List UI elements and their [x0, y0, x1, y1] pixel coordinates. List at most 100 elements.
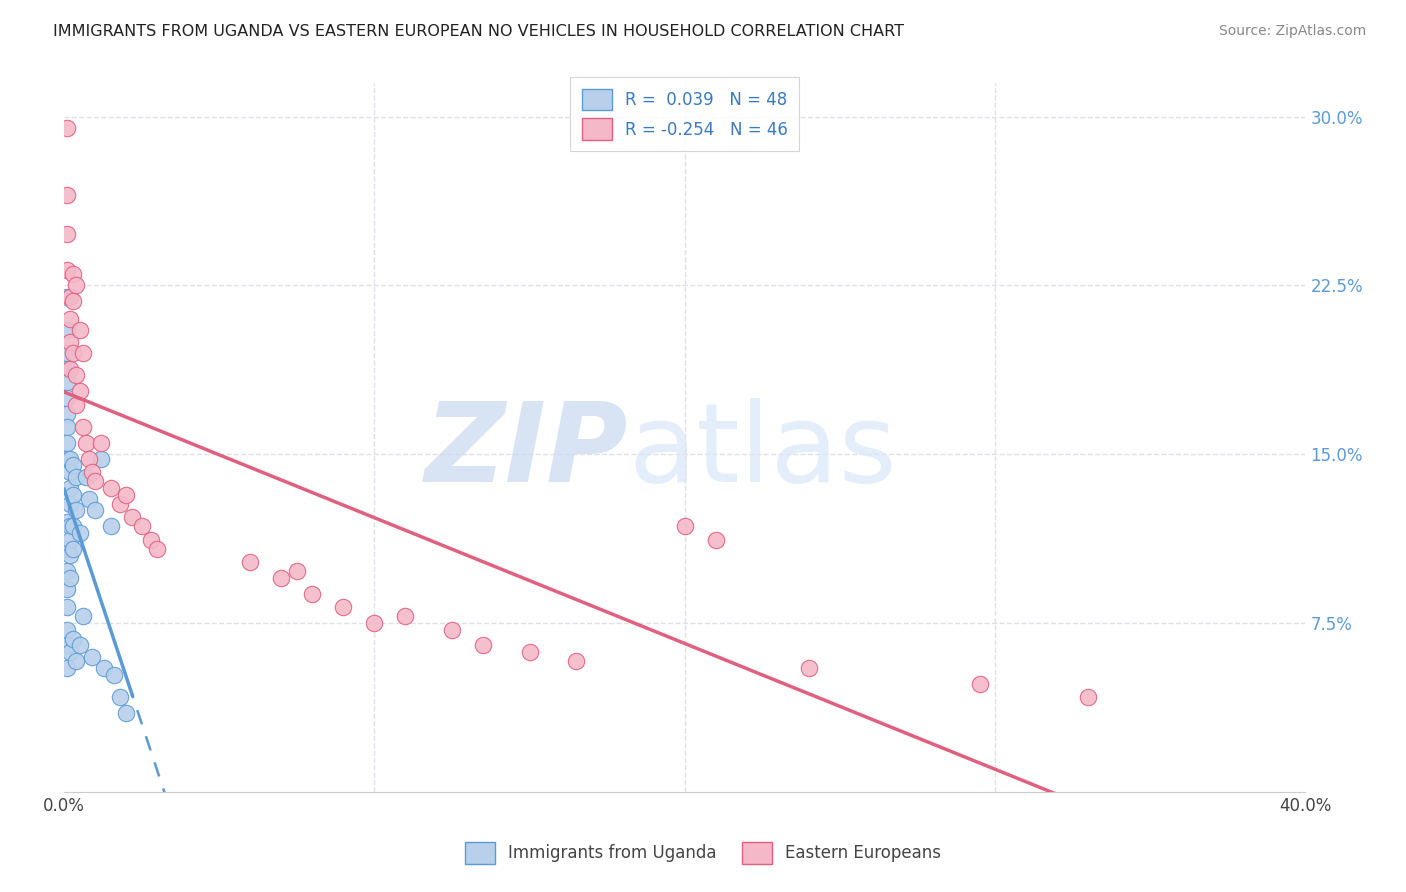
Point — [56, 375, 79, 389]
Point — [84, 474, 107, 488]
Point — [59, 334, 82, 349]
Point — [115, 706, 138, 720]
Point — [62, 488, 84, 502]
Point — [56, 262, 79, 277]
Point — [363, 615, 385, 630]
Point — [77, 451, 100, 466]
Point — [62, 541, 84, 556]
Point — [270, 571, 292, 585]
Point — [146, 541, 169, 556]
Point — [472, 639, 495, 653]
Point — [65, 469, 87, 483]
Point — [56, 120, 79, 135]
Point — [56, 407, 79, 421]
Point — [969, 676, 991, 690]
Point — [56, 290, 79, 304]
Point — [56, 420, 79, 434]
Text: ZIP: ZIP — [426, 398, 628, 505]
Point — [90, 436, 112, 450]
Point — [72, 420, 94, 434]
Point — [69, 323, 91, 337]
Point — [59, 549, 82, 563]
Point — [59, 465, 82, 479]
Point — [59, 290, 82, 304]
Point — [100, 519, 122, 533]
Point — [1077, 690, 1099, 705]
Point — [56, 600, 79, 615]
Point — [59, 571, 82, 585]
Point — [56, 346, 79, 360]
Point — [93, 661, 115, 675]
Point — [103, 667, 125, 681]
Point — [65, 398, 87, 412]
Legend: Immigrants from Uganda, Eastern Europeans: Immigrants from Uganda, Eastern European… — [458, 836, 948, 871]
Point — [56, 623, 79, 637]
Point — [59, 481, 82, 495]
Point — [80, 465, 103, 479]
Point — [90, 451, 112, 466]
Point — [59, 519, 82, 533]
Point — [59, 645, 82, 659]
Point — [59, 533, 82, 547]
Point — [80, 649, 103, 664]
Point — [72, 346, 94, 360]
Point — [704, 533, 727, 547]
Point — [56, 227, 79, 241]
Point — [121, 510, 143, 524]
Point — [62, 519, 84, 533]
Point — [301, 587, 323, 601]
Point — [59, 497, 82, 511]
Point — [62, 294, 84, 309]
Point — [565, 654, 588, 668]
Point — [56, 451, 79, 466]
Point — [332, 600, 354, 615]
Point — [56, 361, 79, 376]
Point — [65, 368, 87, 383]
Point — [440, 623, 463, 637]
Point — [100, 481, 122, 495]
Text: Source: ZipAtlas.com: Source: ZipAtlas.com — [1219, 24, 1367, 38]
Point — [69, 384, 91, 398]
Point — [75, 436, 97, 450]
Point — [394, 609, 416, 624]
Point — [239, 555, 262, 569]
Point — [59, 451, 82, 466]
Point — [72, 609, 94, 624]
Point — [56, 515, 79, 529]
Point — [56, 661, 79, 675]
Point — [75, 469, 97, 483]
Text: atlas: atlas — [628, 398, 897, 505]
Point — [62, 346, 84, 360]
Point — [56, 391, 79, 405]
Point — [59, 312, 82, 326]
Legend: R =  0.039   N = 48, R = -0.254   N = 46: R = 0.039 N = 48, R = -0.254 N = 46 — [569, 77, 800, 152]
Point — [115, 488, 138, 502]
Point — [84, 503, 107, 517]
Point — [797, 661, 820, 675]
Point — [56, 639, 79, 653]
Point — [65, 278, 87, 293]
Point — [56, 323, 79, 337]
Point — [65, 654, 87, 668]
Text: IMMIGRANTS FROM UGANDA VS EASTERN EUROPEAN NO VEHICLES IN HOUSEHOLD CORRELATION : IMMIGRANTS FROM UGANDA VS EASTERN EUROPE… — [53, 24, 904, 39]
Point — [285, 564, 308, 578]
Point — [139, 533, 162, 547]
Point — [519, 645, 541, 659]
Point — [56, 188, 79, 202]
Point — [62, 632, 84, 646]
Point — [56, 564, 79, 578]
Point — [108, 497, 131, 511]
Point — [131, 519, 153, 533]
Point — [69, 639, 91, 653]
Point — [62, 267, 84, 281]
Point — [56, 582, 79, 597]
Point — [77, 492, 100, 507]
Point — [62, 458, 84, 473]
Point — [59, 361, 82, 376]
Point — [673, 519, 696, 533]
Point — [108, 690, 131, 705]
Point — [56, 541, 79, 556]
Point — [69, 525, 91, 540]
Point — [56, 436, 79, 450]
Point — [65, 503, 87, 517]
